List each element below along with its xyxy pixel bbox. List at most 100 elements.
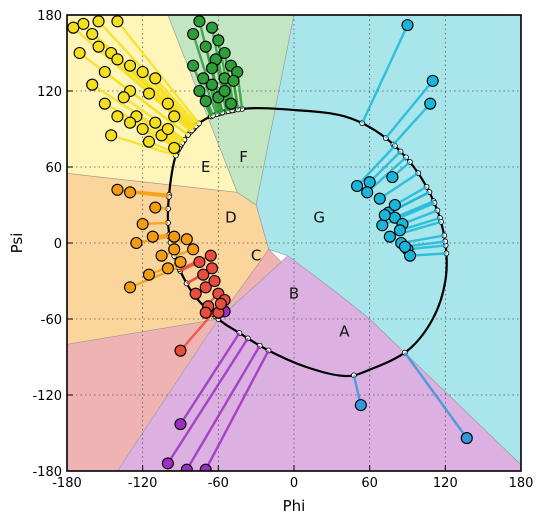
connector-line [392, 102, 432, 146]
region-label-c: C [251, 247, 261, 265]
scatter-point [168, 110, 181, 123]
connector-line [400, 234, 445, 245]
scatter-point [424, 97, 437, 110]
scatter-point [204, 249, 217, 262]
scatter-point [378, 209, 391, 222]
connector-line [407, 244, 446, 251]
connector-line [202, 77, 218, 115]
scatter-point [393, 224, 406, 237]
scatter-point [161, 122, 174, 136]
connector-line [166, 337, 249, 465]
connector-line [368, 150, 402, 184]
scatter-point [142, 87, 156, 100]
scatter-point [403, 249, 417, 262]
y-axis-label: Psi [8, 233, 26, 254]
scatter-point [168, 141, 181, 155]
connector-line [402, 209, 438, 226]
connector-line [394, 185, 428, 207]
x-axis-label: Phi [283, 497, 306, 515]
connector-line [116, 20, 200, 125]
scatter-point [142, 135, 156, 148]
scatter-point [117, 91, 130, 104]
scatter-point [111, 110, 124, 123]
scatter-point [168, 230, 181, 243]
scatter-point [205, 78, 219, 91]
scatter-point [155, 249, 168, 262]
scatter-point [197, 268, 210, 281]
scatter-point [354, 399, 367, 412]
region-label-a: A [339, 323, 350, 341]
connector-line [409, 252, 447, 257]
scatter-point [208, 274, 221, 288]
data-points [67, 15, 473, 471]
scatter-point [218, 46, 231, 60]
scatter-point [174, 255, 187, 269]
scatter-point [161, 97, 174, 110]
trajectory-path [166, 107, 448, 378]
scatter-point [187, 59, 200, 72]
y-tick-label: -180 [32, 465, 62, 480]
scatter-point [136, 65, 149, 79]
scatter-point [193, 84, 206, 98]
scatter-point [174, 344, 187, 357]
scatter-point [111, 183, 124, 196]
scatter-point [161, 262, 174, 275]
x-tick-label: 0 [290, 476, 298, 491]
scatter-point [189, 287, 202, 300]
region-label-d: D [225, 209, 237, 227]
scatter-point [77, 17, 90, 30]
scatter-point [351, 179, 364, 193]
scatter-point [92, 15, 105, 28]
scatter-point [67, 21, 80, 34]
scatter-point [401, 19, 414, 32]
scatter-point [398, 240, 412, 253]
connector-line [356, 145, 396, 187]
x-tick-label: -120 [128, 476, 158, 491]
scatter-point [86, 27, 99, 41]
scatter-point [168, 243, 181, 256]
x-tick-label: -60 [208, 476, 229, 491]
y-tick-label: 120 [37, 85, 62, 100]
scatter-point [373, 192, 386, 205]
scatter-point [388, 198, 401, 212]
scatter-point [426, 74, 439, 87]
connector-line [210, 67, 224, 113]
connector-line [179, 313, 214, 352]
scatter-point [199, 95, 212, 108]
scatter-point [383, 230, 396, 243]
region-label-f: F [239, 148, 248, 166]
y-axis-ticks: -180 -120 -60 0 60 120 180 [32, 9, 73, 480]
scatter-point [187, 27, 200, 41]
scatter-point [124, 59, 137, 72]
scatter-point [205, 21, 219, 34]
scatter-point [124, 186, 137, 199]
connector-line [204, 349, 270, 471]
connector-line [403, 351, 468, 439]
x-tick-label: 180 [509, 476, 534, 491]
connector-line [110, 134, 177, 157]
y-tick-label: 60 [45, 161, 62, 176]
scatter-point [136, 217, 149, 231]
scatter-point [187, 243, 200, 256]
scatter-point [180, 233, 193, 246]
scatter-point [124, 116, 137, 129]
connector-line [361, 24, 409, 124]
scatter-point [105, 129, 118, 142]
scatter-point [149, 116, 162, 129]
scatter-point [205, 262, 219, 275]
scatter-point [98, 97, 111, 110]
y-tick-label: 180 [37, 9, 62, 24]
scatter-point [193, 15, 206, 28]
x-tick-label: -180 [52, 476, 82, 491]
scatter-point [149, 201, 162, 214]
scatter-point [111, 53, 124, 66]
scatter-point [363, 176, 376, 189]
scatter-point [361, 186, 374, 199]
scatter-point [146, 230, 159, 243]
scatter-point [142, 268, 156, 281]
scatter-point [124, 281, 137, 294]
connector-line [154, 77, 199, 126]
scatter-point [149, 72, 162, 85]
scatter-point [199, 40, 212, 53]
